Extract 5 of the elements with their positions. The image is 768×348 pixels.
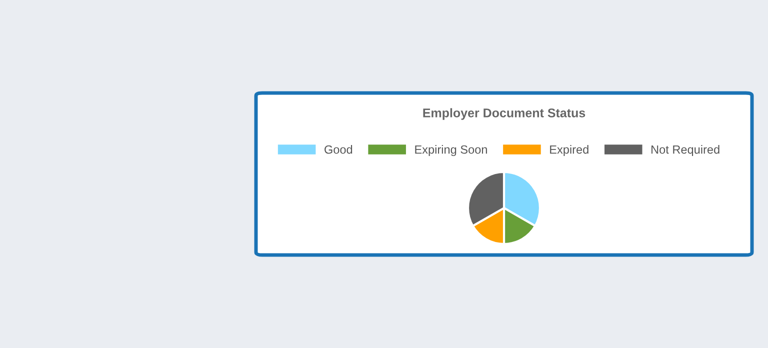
legend-label: Not Required	[651, 145, 720, 156]
legend-label: Expired	[550, 145, 588, 156]
legend-label: Good	[324, 145, 352, 154]
chart-title: Employer Document Status	[423, 108, 586, 120]
legend-label: Expiring Soon	[415, 145, 487, 156]
